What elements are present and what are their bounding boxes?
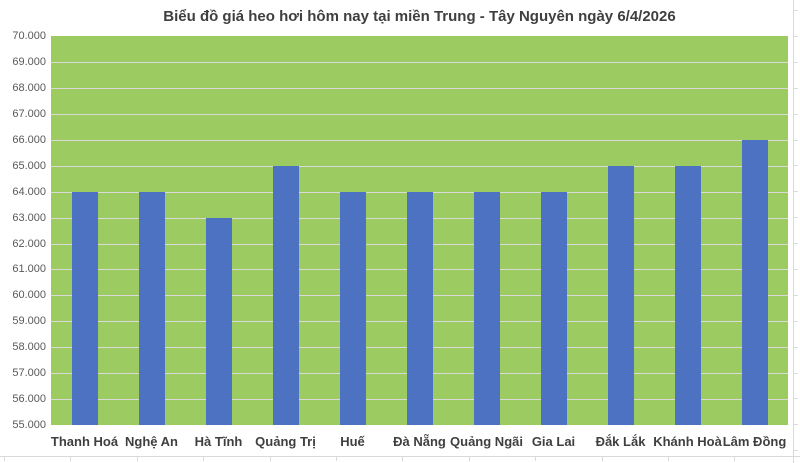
right-tick [794,36,798,37]
bar-Khánh Hoà [674,165,701,425]
right-tick [794,243,798,244]
right-edge-axis-line [793,0,794,463]
x-tick-label: Quảng Trị [255,434,316,449]
right-tick [794,373,798,374]
x-tick-label: Hà Tĩnh [194,434,243,449]
gridline [51,113,788,115]
x-tick-label: Đà Nẵng [393,434,446,449]
y-tick-label: 59.000 [12,315,46,328]
right-tick [794,217,798,218]
right-tick [794,165,798,166]
right-tick [794,114,798,115]
y-tick-label: 57.000 [12,367,46,380]
bar-Quảng Ngãi [473,191,500,425]
bottom-tick [4,457,5,461]
plot-area [51,36,788,425]
right-tick [794,347,798,348]
right-tick [794,295,798,296]
y-tick-label: 68.000 [12,81,46,94]
right-tick [794,88,798,89]
x-tick-label: Thanh Hoá [50,434,119,449]
bottom-tick [469,457,470,461]
bar-Hà Tĩnh [205,217,232,425]
right-tick [794,450,798,451]
x-tick-label: Khánh Hoà [653,434,722,449]
bottom-tick [734,457,735,461]
x-tick-label: Nghệ An [125,434,178,449]
bottom-tick [668,457,669,461]
y-tick-label: 62.000 [12,237,46,250]
y-tick-label: 66.000 [12,133,46,146]
right-tick [794,140,798,141]
bottom-tick [602,457,603,461]
bottom-tick [270,457,271,461]
y-tick-label: 60.000 [12,289,46,302]
x-tick-label: Lâm Đồng [722,434,787,449]
bottom-tick [402,457,403,461]
right-tick [794,191,798,192]
y-tick-label: 64.000 [12,185,46,198]
y-tick-label: 67.000 [12,107,46,120]
right-tick [794,398,798,399]
y-tick-label: 63.000 [12,211,46,224]
y-tick-label: 58.000 [12,341,46,354]
right-tick [794,321,798,322]
bottom-tick [203,457,204,461]
gridline [51,87,788,89]
bar-Đà Nẵng [406,191,433,425]
bottom-edge-axis-line [0,456,800,457]
bottom-tick [137,457,138,461]
bar-Thanh Hoá [71,191,98,425]
x-tick-label: Gia Lai [531,434,576,449]
bottom-tick [336,457,337,461]
y-tick-label: 61.000 [12,263,46,276]
x-tick-label: Quảng Ngãi [450,434,523,449]
y-tick-label: 56.000 [12,393,46,406]
y-tick-label: 55.000 [12,419,46,431]
gridline [51,165,788,167]
gridline [51,139,788,141]
x-tick-label: Huế [340,434,365,449]
bar-Lâm Đồng [741,139,768,425]
bar-Gia Lai [540,191,567,425]
bar-Quảng Trị [272,165,299,425]
y-tick-label: 69.000 [12,55,46,68]
y-tick-label: 70.000 [12,30,46,42]
bar-Nghệ An [138,191,165,425]
bar-Huế [339,191,366,425]
bottom-tick [70,457,71,461]
right-tick [794,62,798,63]
bottom-tick [535,457,536,461]
right-tick [794,10,798,11]
y-tick-label: 65.000 [12,159,46,172]
right-tick [794,424,798,425]
chart-title: Biểu đồ giá heo hơi hôm nay tại miền Tru… [163,8,676,25]
right-tick [794,269,798,270]
x-tick-label: Đắk Lắk [595,434,646,449]
gridline [51,61,788,63]
bar-Đắk Lắk [607,165,634,425]
